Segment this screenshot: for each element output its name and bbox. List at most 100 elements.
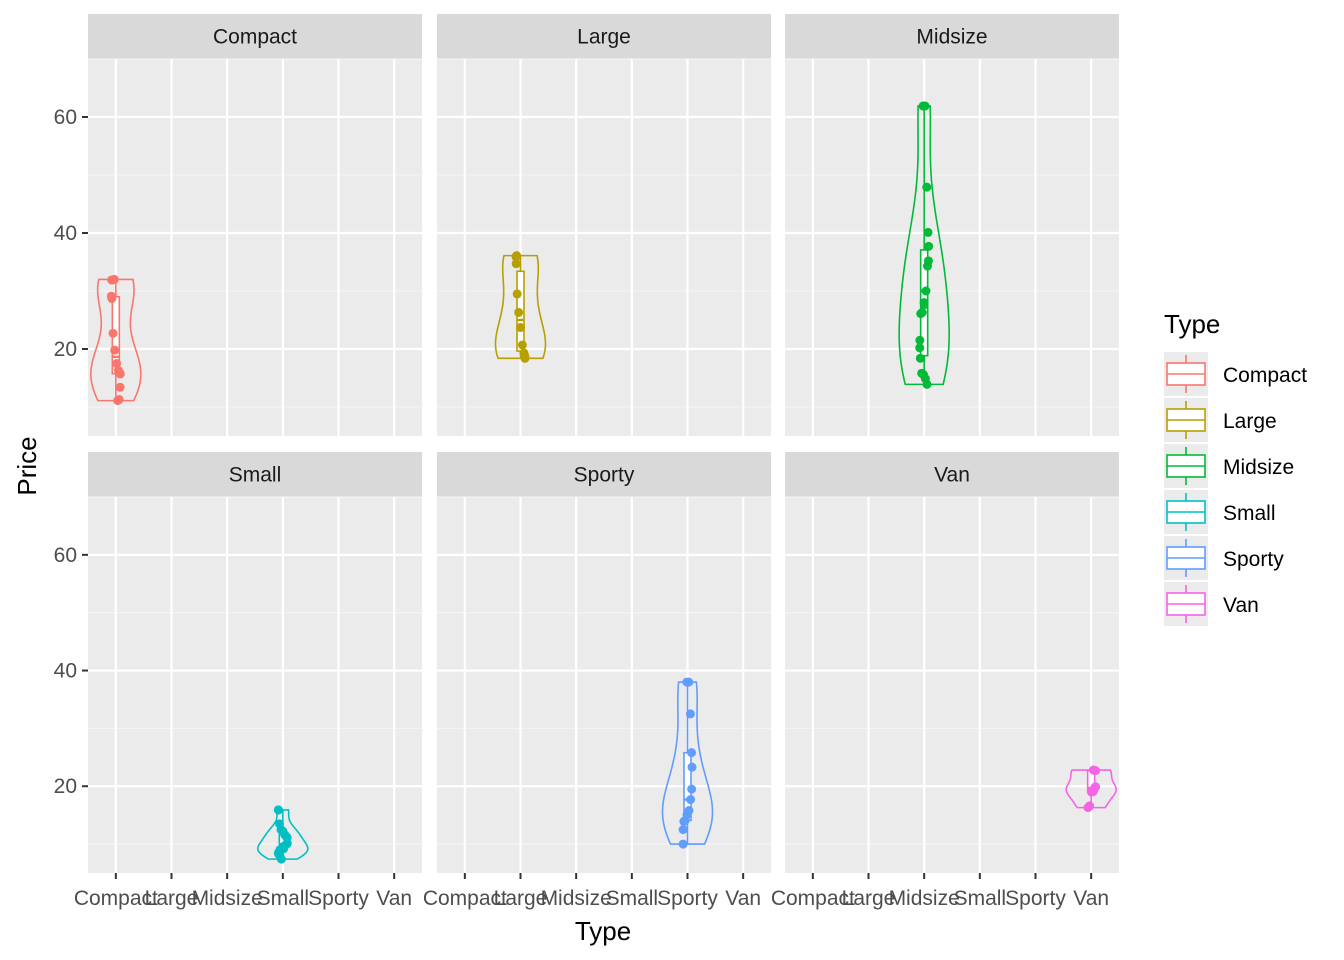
- y-axis-title: Price: [12, 436, 42, 495]
- facet-strip-label: Large: [577, 26, 631, 49]
- y-tick-label: 40: [54, 660, 77, 683]
- x-tick-label: Van: [1073, 887, 1109, 910]
- facet-panel-midsize: Midsize: [785, 14, 1119, 436]
- data-point: [517, 340, 527, 350]
- data-point: [924, 241, 934, 251]
- legend-label: Large: [1223, 410, 1277, 433]
- x-tick-label: Compact: [74, 887, 158, 910]
- x-tick-label: Compact: [771, 887, 855, 910]
- x-tick-label: Small: [257, 887, 310, 910]
- data-point: [110, 345, 120, 355]
- legend-label: Van: [1223, 594, 1259, 617]
- x-tick-label: Sporty: [1005, 887, 1066, 910]
- facet-strip: [88, 14, 422, 59]
- data-point: [511, 259, 521, 269]
- y-tick-label: 40: [54, 222, 77, 245]
- facet-strip: [785, 14, 1119, 59]
- panel-background: [88, 497, 422, 873]
- facet-strip-label: Sporty: [574, 464, 635, 487]
- data-point: [684, 806, 694, 816]
- facet-panel-compact: Compact 20 40 60: [54, 14, 422, 436]
- panel-background: [785, 59, 1119, 436]
- data-point: [919, 298, 929, 308]
- facet-strip: [88, 452, 422, 497]
- data-point: [678, 825, 688, 835]
- legend-label: Midsize: [1223, 456, 1294, 479]
- data-point: [915, 353, 925, 363]
- x-tick-label: Compact: [423, 887, 507, 910]
- x-tick-label: Van: [376, 887, 412, 910]
- legend-entry-large: Large: [1164, 398, 1277, 442]
- x-tick-label: Sporty: [308, 887, 369, 910]
- legend-label: Sporty: [1223, 548, 1284, 571]
- data-point: [109, 274, 119, 284]
- x-tick-label: Small: [954, 887, 1007, 910]
- data-point: [1091, 782, 1101, 792]
- facet-strip-label: Midsize: [916, 26, 987, 49]
- data-point: [516, 323, 526, 333]
- data-point: [923, 256, 933, 266]
- facet-strip-label: Van: [934, 464, 970, 487]
- panel-background: [88, 59, 422, 436]
- y-tick-label: 20: [54, 775, 77, 798]
- data-point: [519, 348, 529, 358]
- data-point: [113, 365, 123, 375]
- legend-entry-sporty: Sporty: [1164, 536, 1284, 580]
- violin-van: [1065, 769, 1117, 809]
- violin-sporty: [661, 681, 714, 845]
- data-point: [917, 307, 927, 317]
- x-tick-label: Large: [842, 887, 896, 910]
- legend-entry-compact: Compact: [1164, 352, 1307, 396]
- data-point: [1085, 801, 1095, 811]
- data-point: [685, 709, 695, 719]
- data-point: [687, 748, 697, 758]
- violin-large: [494, 254, 547, 360]
- data-point: [512, 289, 522, 299]
- facet-panel-large: Large: [437, 14, 771, 436]
- data-point: [275, 819, 285, 829]
- facet-strip-label: Compact: [213, 26, 297, 49]
- y-tick-label: 20: [54, 338, 77, 361]
- x-axis-title: Type: [575, 916, 631, 946]
- facet-strip: [785, 452, 1119, 497]
- legend-title: Type: [1164, 309, 1220, 339]
- data-point: [687, 762, 697, 772]
- x-tick-label: Small: [606, 887, 659, 910]
- data-point: [114, 394, 124, 404]
- x-tick-label: Large: [145, 887, 199, 910]
- legend: Type Compact Large Midsize Small Sporty Van: [1164, 309, 1307, 626]
- legend-entry-midsize: Midsize: [1164, 444, 1294, 488]
- data-point: [106, 291, 116, 301]
- violin-compact: [90, 278, 142, 402]
- panel-background: [785, 497, 1119, 873]
- violin-midsize: [898, 105, 950, 386]
- data-point: [915, 343, 925, 353]
- data-point: [514, 307, 524, 317]
- x-tick-label: Large: [494, 887, 548, 910]
- panel-background: [437, 59, 771, 436]
- facet-strip: [437, 452, 771, 497]
- y-tick-label: 60: [54, 106, 77, 129]
- data-point: [687, 784, 697, 794]
- data-point: [512, 251, 522, 261]
- facet-strip: [437, 14, 771, 59]
- facet-strip-label: Small: [229, 464, 282, 487]
- legend-entry-small: Small: [1164, 490, 1276, 534]
- data-point: [108, 328, 118, 338]
- data-point: [918, 101, 928, 111]
- data-point: [273, 805, 283, 815]
- data-point: [917, 368, 927, 378]
- data-point: [686, 795, 696, 805]
- data-point: [922, 182, 932, 192]
- panel-background: [437, 497, 771, 873]
- data-point: [1088, 765, 1098, 775]
- data-point: [682, 677, 692, 687]
- data-point: [678, 839, 688, 849]
- x-tick-label: Sporty: [657, 887, 718, 910]
- x-tick-label: Midsize: [541, 887, 612, 910]
